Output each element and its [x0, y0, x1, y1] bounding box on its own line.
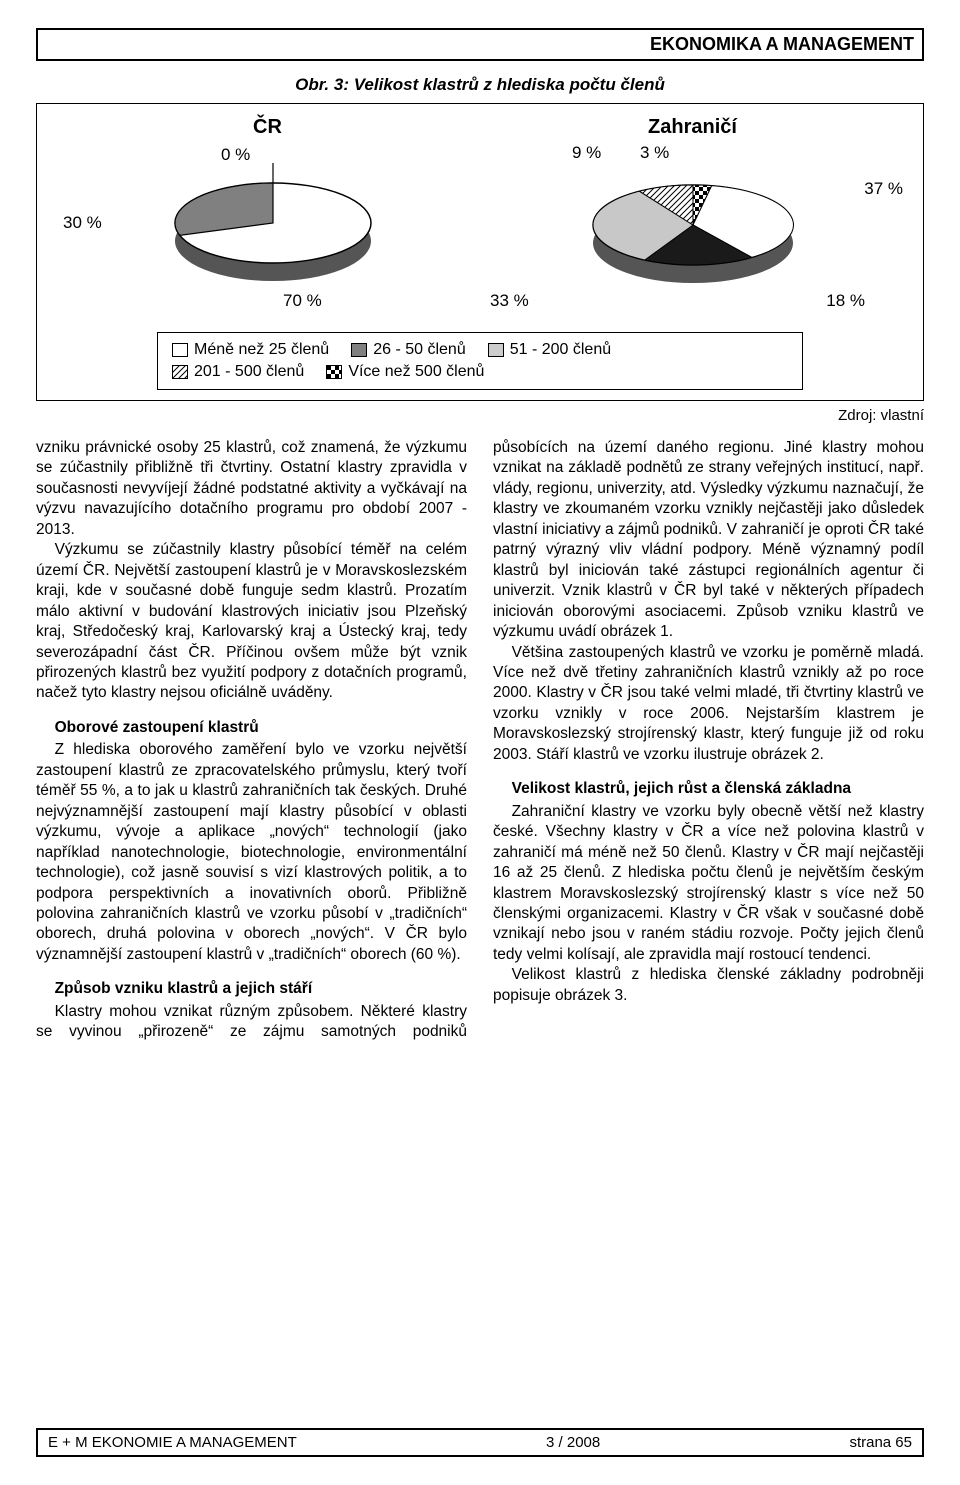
- para-2: Výzkumu se zúčastnily klastry působící t…: [36, 540, 467, 704]
- legend-item-0: Méně než 25 členů: [172, 341, 329, 359]
- footer-right: strana 65: [849, 1434, 912, 1451]
- pie-chart-cr: ČR: [55, 116, 480, 326]
- para-6: Zahraniční klastry ve vzorku byly obecně…: [493, 802, 924, 966]
- chart-legend: Méně než 25 členů 26 - 50 členů 51 - 200…: [157, 332, 803, 390]
- pct-z-18: 18 %: [826, 291, 865, 311]
- para-1: vzniku právnické osoby 25 klastrů, což z…: [36, 438, 467, 540]
- legend-item-3: 201 - 500 členů: [172, 363, 304, 381]
- pct-cr-30: 30 %: [63, 213, 102, 233]
- heading-2: Způsob vzniku klastrů a jejich stáří: [36, 979, 467, 999]
- pie-chart-zahr: Zahraničí: [480, 116, 905, 326]
- pct-z-9: 9 %: [572, 143, 601, 163]
- pct-z-3: 3 %: [640, 143, 669, 163]
- legend-item-2: 51 - 200 členů: [488, 341, 611, 359]
- page-footer: E + M EKONOMIE A MANAGEMENT 3 / 2008 str…: [36, 1428, 924, 1457]
- pct-cr-0: 0 %: [221, 145, 250, 165]
- figure-source: Zdroj: vlastní: [36, 407, 924, 424]
- legend-label-0: Méně než 25 členů: [194, 341, 329, 359]
- pct-z-37: 37 %: [864, 179, 903, 199]
- legend-item-1: 26 - 50 členů: [351, 341, 466, 359]
- chart-title-cr: ČR: [55, 116, 480, 139]
- heading-3: Velikost klastrů, jejich růst a členská …: [493, 779, 924, 799]
- pie-svg-zahr: [543, 143, 843, 303]
- chart-title-zahr: Zahraničí: [480, 116, 905, 139]
- legend-label-4: Více než 500 členů: [348, 363, 484, 381]
- chart-container: ČR: [36, 103, 924, 401]
- footer-left: E + M EKONOMIE A MANAGEMENT: [48, 1434, 297, 1451]
- pct-z-33: 33 %: [490, 291, 529, 311]
- legend-label-2: 51 - 200 členů: [510, 341, 611, 359]
- para-5: Většina zastoupených klastrů ve vzorku j…: [493, 643, 924, 766]
- body-text: vzniku právnické osoby 25 klastrů, což z…: [36, 438, 924, 1043]
- heading-1: Oborové zastoupení klastrů: [36, 718, 467, 738]
- figure-caption: Obr. 3: Velikost klastrů z hlediska počt…: [36, 75, 924, 95]
- para-3: Z hlediska oborového zaměření bylo ve vz…: [36, 740, 467, 965]
- pie-svg-cr: [138, 143, 398, 303]
- legend-item-4: Více než 500 členů: [326, 363, 484, 381]
- para-7: Velikost klastrů z hlediska členské zákl…: [493, 965, 924, 1006]
- legend-label-3: 201 - 500 členů: [194, 363, 304, 381]
- pct-cr-70: 70 %: [283, 291, 322, 311]
- legend-label-1: 26 - 50 členů: [373, 341, 466, 359]
- section-title: EKONOMIKA A MANAGEMENT: [650, 34, 914, 54]
- section-header: EKONOMIKA A MANAGEMENT: [36, 28, 924, 61]
- footer-center: 3 / 2008: [546, 1434, 600, 1451]
